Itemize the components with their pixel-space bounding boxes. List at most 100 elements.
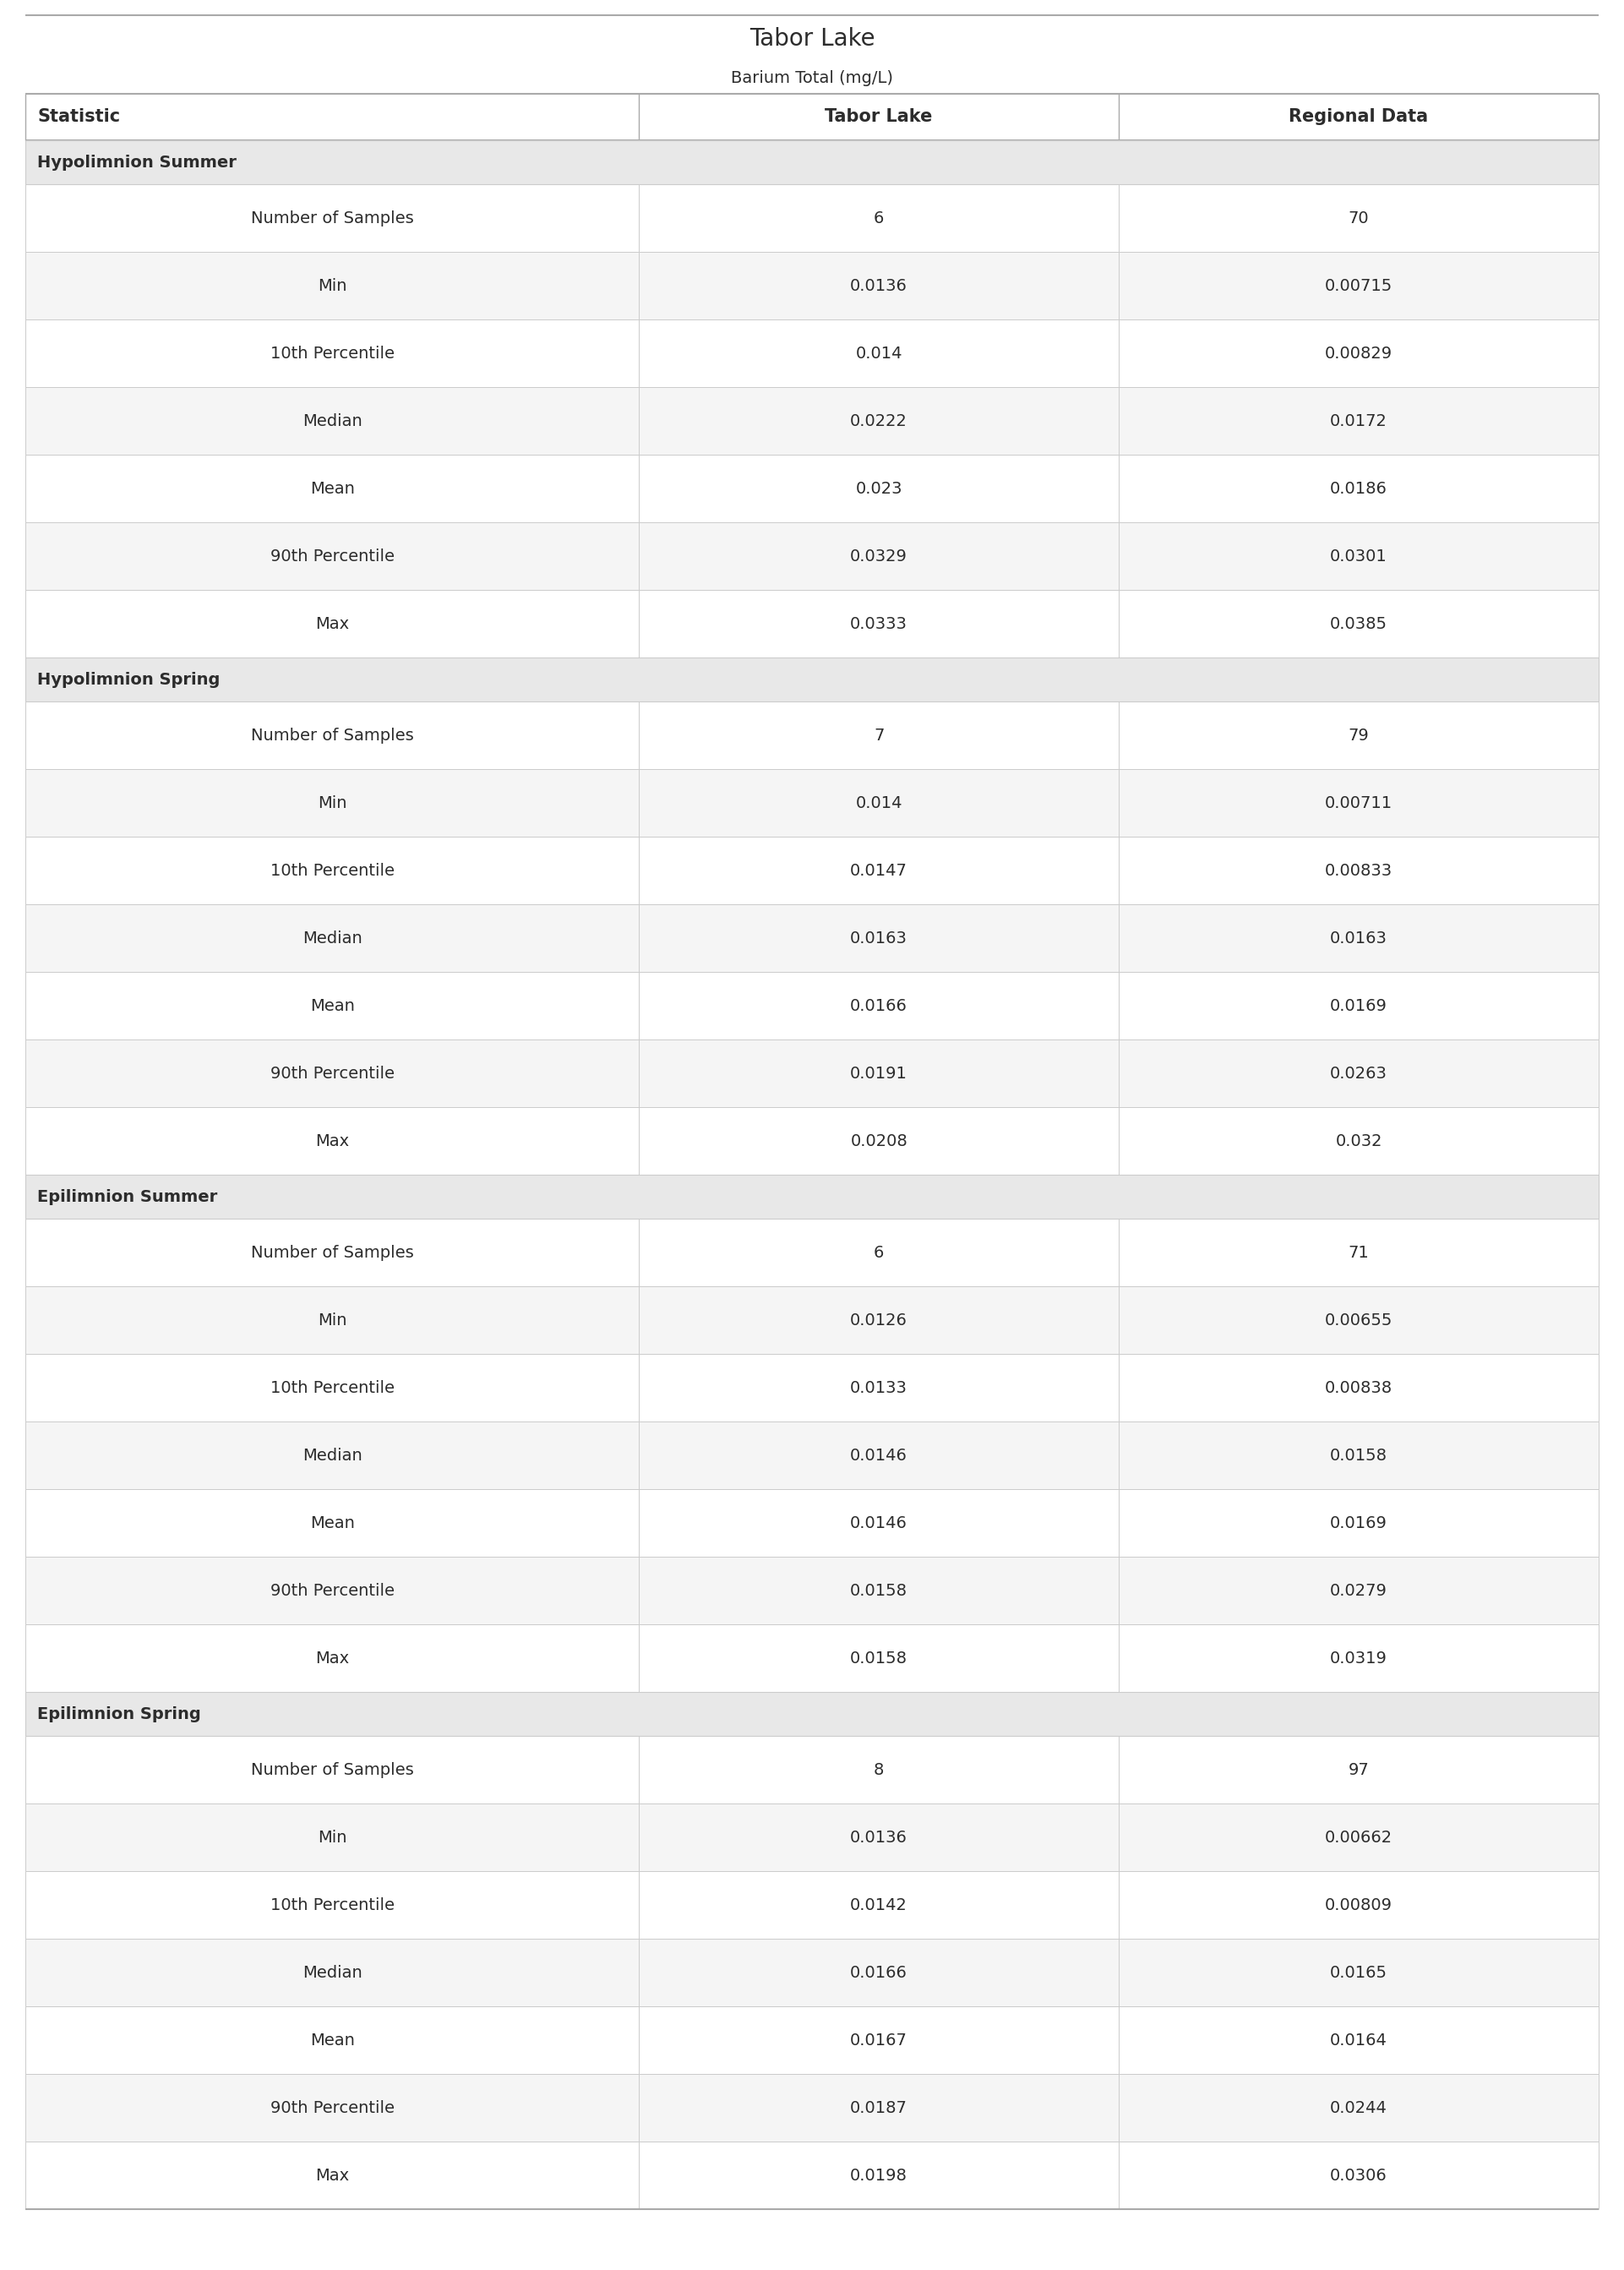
Text: Mean: Mean bbox=[310, 2032, 354, 2048]
Bar bbox=[26, 1557, 1598, 1625]
Bar bbox=[26, 1040, 1598, 1108]
Text: 0.0385: 0.0385 bbox=[1330, 615, 1387, 631]
Text: 0.00829: 0.00829 bbox=[1325, 345, 1392, 361]
Text: 90th Percentile: 90th Percentile bbox=[270, 1065, 395, 1081]
Text: Epilimnion Summer: Epilimnion Summer bbox=[37, 1189, 218, 1205]
Bar bbox=[26, 2141, 1598, 2209]
Text: Hypolimnion Spring: Hypolimnion Spring bbox=[37, 672, 219, 688]
Bar bbox=[26, 1287, 1598, 1353]
Bar bbox=[26, 701, 1598, 770]
Text: 0.032: 0.032 bbox=[1335, 1133, 1382, 1149]
Text: 0.00809: 0.00809 bbox=[1325, 1898, 1392, 1914]
Text: 0.0333: 0.0333 bbox=[851, 615, 908, 631]
Text: 6: 6 bbox=[874, 1244, 883, 1260]
Text: 0.0158: 0.0158 bbox=[849, 1650, 908, 1666]
Bar bbox=[26, 1625, 1598, 1691]
Text: 0.0279: 0.0279 bbox=[1330, 1582, 1387, 1598]
Text: Mean: Mean bbox=[310, 1514, 354, 1530]
Text: 10th Percentile: 10th Percentile bbox=[270, 1380, 395, 1396]
Bar bbox=[26, 658, 1598, 701]
Text: Barium Total (mg/L): Barium Total (mg/L) bbox=[731, 70, 893, 86]
Bar bbox=[26, 2007, 1598, 2075]
Text: 0.0169: 0.0169 bbox=[1330, 1514, 1387, 1530]
Text: 0.0146: 0.0146 bbox=[851, 1514, 908, 1530]
Text: 79: 79 bbox=[1348, 726, 1369, 742]
Bar bbox=[26, 1737, 1598, 1802]
Bar bbox=[26, 838, 1598, 903]
Bar bbox=[26, 590, 1598, 658]
Bar bbox=[26, 93, 1598, 141]
Text: 0.0191: 0.0191 bbox=[851, 1065, 908, 1081]
Text: 8: 8 bbox=[874, 1762, 883, 1777]
Text: Min: Min bbox=[318, 794, 346, 810]
Text: Statistic: Statistic bbox=[37, 109, 120, 125]
Text: 0.00711: 0.00711 bbox=[1325, 794, 1392, 810]
Text: Number of Samples: Number of Samples bbox=[250, 1762, 414, 1777]
Bar bbox=[26, 1421, 1598, 1489]
Text: Tabor Lake: Tabor Lake bbox=[749, 27, 875, 50]
Text: 0.0136: 0.0136 bbox=[851, 277, 908, 293]
Text: 10th Percentile: 10th Percentile bbox=[270, 863, 395, 878]
Text: 0.0142: 0.0142 bbox=[851, 1898, 908, 1914]
Bar bbox=[26, 61, 1598, 93]
Text: 0.014: 0.014 bbox=[856, 345, 903, 361]
Text: 0.0263: 0.0263 bbox=[1330, 1065, 1387, 1081]
Text: 0.0158: 0.0158 bbox=[1330, 1448, 1387, 1464]
Text: 71: 71 bbox=[1348, 1244, 1369, 1260]
Text: Tabor Lake: Tabor Lake bbox=[825, 109, 932, 125]
Text: 0.0198: 0.0198 bbox=[851, 2168, 908, 2184]
Text: 0.0166: 0.0166 bbox=[851, 1964, 908, 1979]
Text: 0.0186: 0.0186 bbox=[1330, 481, 1387, 497]
Text: 0.0164: 0.0164 bbox=[1330, 2032, 1387, 2048]
Text: Median: Median bbox=[302, 931, 362, 947]
Bar bbox=[26, 1489, 1598, 1557]
Bar bbox=[26, 141, 1598, 184]
Text: 90th Percentile: 90th Percentile bbox=[270, 1582, 395, 1598]
Text: Max: Max bbox=[315, 615, 349, 631]
Text: Max: Max bbox=[315, 1650, 349, 1666]
Bar bbox=[26, 903, 1598, 972]
Text: 90th Percentile: 90th Percentile bbox=[270, 547, 395, 565]
Text: Median: Median bbox=[302, 1448, 362, 1464]
Bar bbox=[26, 16, 1598, 61]
Bar bbox=[26, 770, 1598, 838]
Text: Min: Min bbox=[318, 1830, 346, 1846]
Bar bbox=[26, 1174, 1598, 1219]
Text: 97: 97 bbox=[1348, 1762, 1369, 1777]
Bar bbox=[26, 1691, 1598, 1737]
Bar bbox=[26, 320, 1598, 388]
Text: 0.0126: 0.0126 bbox=[851, 1312, 908, 1328]
Bar bbox=[26, 388, 1598, 454]
Text: 0.00715: 0.00715 bbox=[1325, 277, 1393, 293]
Text: Median: Median bbox=[302, 1964, 362, 1979]
Text: 0.00833: 0.00833 bbox=[1325, 863, 1392, 878]
Text: Hypolimnion Summer: Hypolimnion Summer bbox=[37, 154, 237, 170]
Text: 0.0222: 0.0222 bbox=[851, 413, 908, 429]
Text: Number of Samples: Number of Samples bbox=[250, 211, 414, 227]
Text: Median: Median bbox=[302, 413, 362, 429]
Text: Number of Samples: Number of Samples bbox=[250, 726, 414, 742]
Text: 0.0187: 0.0187 bbox=[851, 2100, 908, 2116]
Text: Min: Min bbox=[318, 1312, 346, 1328]
Bar bbox=[26, 1108, 1598, 1174]
Text: 0.0133: 0.0133 bbox=[851, 1380, 908, 1396]
Text: 0.0165: 0.0165 bbox=[1330, 1964, 1387, 1979]
Text: 0.0319: 0.0319 bbox=[1330, 1650, 1387, 1666]
Text: 0.0166: 0.0166 bbox=[851, 999, 908, 1015]
Text: 0.0163: 0.0163 bbox=[851, 931, 908, 947]
Text: 0.0208: 0.0208 bbox=[851, 1133, 908, 1149]
Text: 0.0158: 0.0158 bbox=[849, 1582, 908, 1598]
Text: 0.014: 0.014 bbox=[856, 794, 903, 810]
Text: 70: 70 bbox=[1348, 211, 1369, 227]
Text: 0.00838: 0.00838 bbox=[1325, 1380, 1392, 1396]
Text: Regional Data: Regional Data bbox=[1289, 109, 1429, 125]
Text: 0.0163: 0.0163 bbox=[1330, 931, 1387, 947]
Text: 0.0244: 0.0244 bbox=[1330, 2100, 1387, 2116]
Text: Mean: Mean bbox=[310, 481, 354, 497]
Bar bbox=[26, 1870, 1598, 1939]
Text: 0.0172: 0.0172 bbox=[1330, 413, 1387, 429]
Text: 0.0146: 0.0146 bbox=[851, 1448, 908, 1464]
Text: 0.0136: 0.0136 bbox=[851, 1830, 908, 1846]
Text: 6: 6 bbox=[874, 211, 883, 227]
Text: 0.023: 0.023 bbox=[856, 481, 903, 497]
